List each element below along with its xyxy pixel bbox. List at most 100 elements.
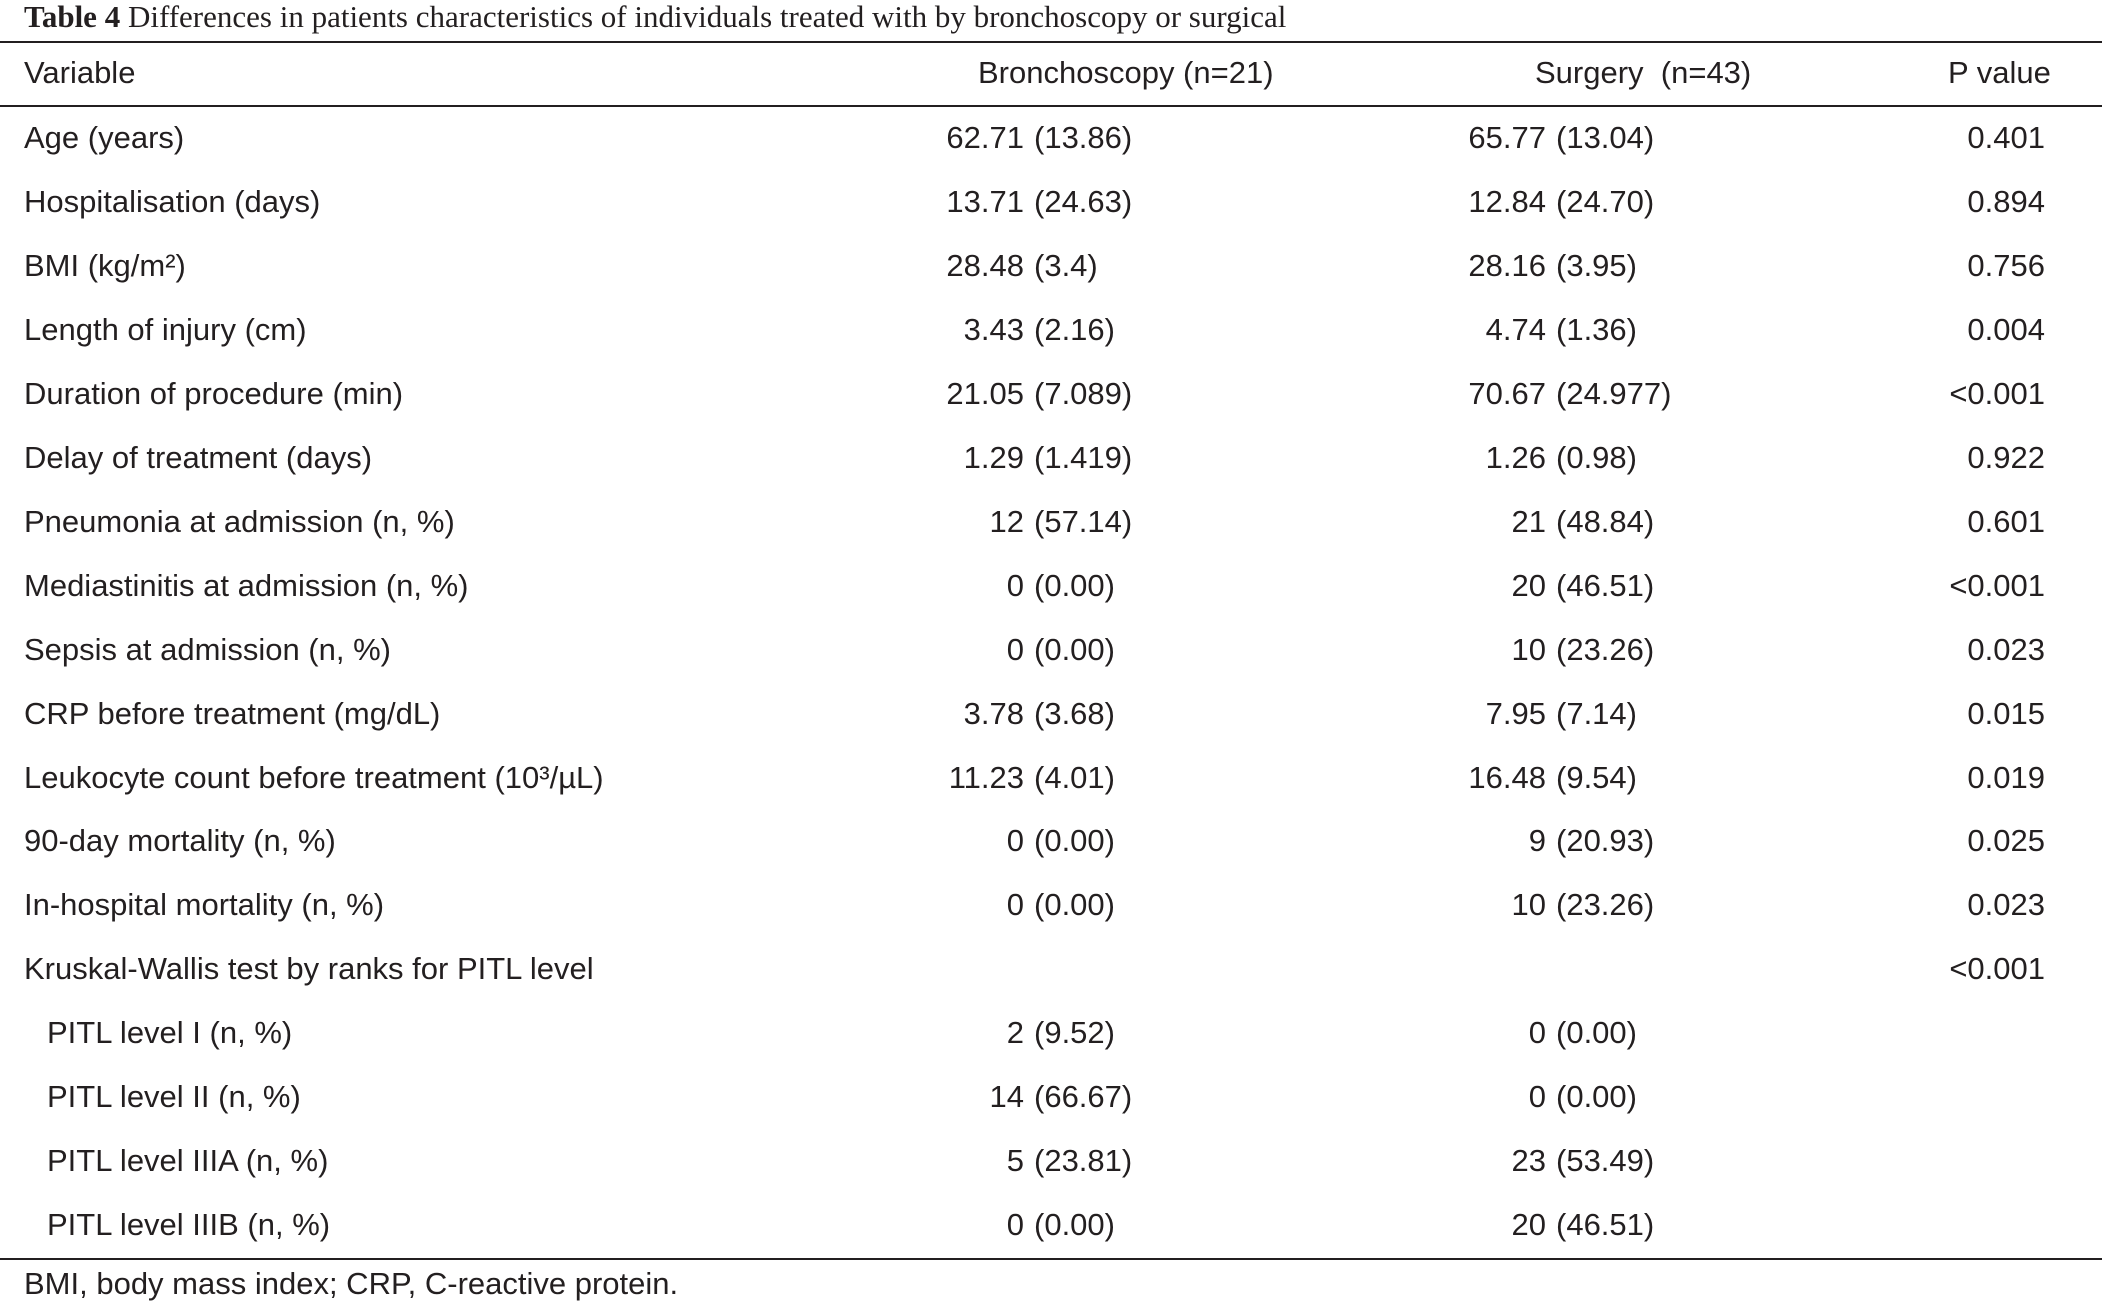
table-row: Age (years) 62.71 (13.86) 65.77 (13.04) 0.401 [0,106,2102,170]
cell-surgery-paren: (24.977) [1556,375,1672,411]
table-row: PITL level II (n, %) 14 (66.67) 0 (0.00) [0,1065,2102,1129]
cell-bronchoscopy-value: 5 [1006,1143,1024,1179]
table-header-row: Variable Bronchoscopy (n=21) Surgery (n=… [0,41,2102,105]
cell-surgery-paren: (23.26) [1556,887,1655,923]
table-row: Hospitalisation (days) 13.71 (24.63) 12.84 (… [0,170,2102,234]
cell-surgery-value: 0 [1528,1015,1546,1051]
cell-surgery-paren: (3.95) [1556,247,1637,283]
cell-surgery-paren: (0.00) [1556,1079,1637,1115]
cell-bronchoscopy-paren: (0.00) [1034,887,1115,923]
cell-surgery-value: 1.26 [1485,439,1546,475]
cell-surgery-paren: (0.98) [1556,439,1637,475]
cell-variable: Mediastinitis at admission (n, %) [24,567,469,603]
cell-surgery-paren: (24.70) [1556,183,1655,219]
cell-bronchoscopy-value: 2 [1006,1015,1024,1051]
cell-p-value: 0.401 [1967,120,2045,155]
cell-p-value [1940,1065,2045,1129]
cell-variable: Age (years) [24,120,185,155]
cell-bronchoscopy-paren: (24.63) [1034,183,1133,219]
cell-surgery-paren: (23.26) [1556,631,1655,667]
cell-surgery-value: 12.84 [1468,183,1546,219]
cell-variable: BMI (kg/m²) [24,247,186,283]
cell-surgery-value: 7.95 [1485,695,1546,731]
cell-bronchoscopy-value: 12 [989,503,1024,539]
table-row: Delay of treatment (days) 1.29 (1.419) 1.26… [0,426,2102,490]
cell-surgery-paren: (9.54) [1556,759,1637,795]
cell-surgery-paren: (20.93) [1556,823,1655,859]
cell-bronchoscopy-value: 0 [1006,567,1024,603]
cell-bronchoscopy-paren: (3.4) [1034,247,1098,283]
cell-p-value: <0.001 [1949,567,2045,603]
cell-variable: PITL level IIIB (n, %) [47,1207,331,1243]
cell-p-value: 0.601 [1967,503,2045,539]
cell-bronchoscopy-value: 0 [1006,1207,1024,1243]
cell-variable: Duration of procedure (min) [24,375,404,411]
header-p-value: P value [1948,55,2051,90]
cell-variable: Kruskal-Wallis test by ranks for PITL le… [24,951,594,987]
cell-surgery-value: 4.74 [1485,311,1546,347]
cell-p-value: 0.025 [1967,823,2045,859]
cell-bronchoscopy-value: 1.29 [963,439,1024,475]
header-variable: Variable [24,55,136,90]
cell-surgery-value: 0 [1528,1079,1546,1115]
cell-variable: Hospitalisation (days) [24,183,321,219]
cell-bronchoscopy-paren: (0.00) [1034,1207,1115,1243]
cell-p-value: <0.001 [1949,375,2045,411]
table-row: BMI (kg/m²) 28.48 (3.4) 28.16 (3.95) 0.756 [0,234,2102,298]
cell-surgery-value: 21 [1511,503,1546,539]
cell-surgery-paren: (46.51) [1556,567,1655,603]
cell-surgery-value: 10 [1511,887,1546,923]
header-bronchoscopy: Bronchoscopy (n=21) [978,55,1274,90]
cell-p-value: 0.004 [1967,311,2045,347]
table-top-rule [0,41,2102,43]
cell-p-value: 0.756 [1967,247,2045,283]
cell-p-value [1940,1193,2045,1257]
cell-p-value [1940,1129,2045,1193]
cell-variable: 90-day mortality (n, %) [24,823,336,859]
cell-bronchoscopy-value: 28.48 [946,247,1024,283]
cell-bronchoscopy-paren: (0.00) [1034,631,1115,667]
cell-variable: Length of injury (cm) [24,311,307,347]
cell-bronchoscopy-value: 13.71 [946,183,1024,219]
cell-p-value: <0.001 [1949,951,2045,987]
cell-variable: Delay of treatment (days) [24,439,373,475]
cell-variable: Pneumonia at admission (n, %) [24,503,455,539]
cell-surgery-paren: (53.49) [1556,1143,1655,1179]
cell-p-value: 0.023 [1967,631,2045,667]
table-row: 90-day mortality (n, %) 0 (0.00) 9 (20.93) 0.… [0,809,2102,873]
cell-p-value [1940,1001,2045,1065]
cell-surgery-value: 9 [1528,823,1546,859]
cell-variable: CRP before treatment (mg/dL) [24,695,441,731]
cell-bronchoscopy-value: 14 [989,1079,1024,1115]
cell-bronchoscopy-paren: (7.089) [1034,375,1133,411]
cell-bronchoscopy-paren: (23.81) [1034,1143,1133,1179]
table-row: PITL level IIIA (n, %) 5 (23.81) 23 (53.49) [0,1129,2102,1193]
table-row: PITL level IIIB (n, %) 0 (0.00) 20 (46.51) [0,1193,2102,1257]
cell-bronchoscopy-value: 21.05 [946,375,1024,411]
cell-variable: PITL level IIIA (n, %) [47,1143,329,1179]
cell-p-value: 0.023 [1967,887,2045,923]
cell-bronchoscopy-paren: (2.16) [1034,311,1115,347]
table-row: Leukocyte count before treatment (10³/µL… [0,746,2102,810]
table-row: PITL level I (n, %) 2 (9.52) 0 (0.00) [0,1001,2102,1065]
cell-surgery-paren: (7.14) [1556,695,1637,731]
table-row: Sepsis at admission (n, %) 0 (0.00) 10 (23.2… [0,618,2102,682]
table-caption-label: Table 4 [24,0,121,34]
cell-variable: Sepsis at admission (n, %) [24,631,391,667]
cell-surgery-paren: (1.36) [1556,311,1637,347]
cell-bronchoscopy-value: 0 [1006,631,1024,667]
table-row: Length of injury (cm) 3.43 (2.16) 4.74 (1.36… [0,298,2102,362]
cell-variable: PITL level I (n, %) [47,1015,293,1051]
cell-bronchoscopy-value: 0 [1006,823,1024,859]
table-caption-text: Differences in patients characteristics … [127,0,1287,34]
cell-p-value: 0.015 [1967,695,2045,731]
cell-bronchoscopy-paren: (1.419) [1034,439,1133,475]
cell-bronchoscopy-value: 3.78 [963,695,1024,731]
cell-bronchoscopy-value: 11.23 [948,759,1024,795]
cell-variable: Leukocyte count before treatment (10³/µL… [24,759,604,795]
table-row: Mediastinitis at admission (n, %) 0 (0.00)… [0,554,2102,618]
cell-p-value: 0.922 [1967,439,2045,475]
cell-bronchoscopy-value: 62.71 [946,120,1024,155]
cell-bronchoscopy-value: 3.43 [963,311,1024,347]
